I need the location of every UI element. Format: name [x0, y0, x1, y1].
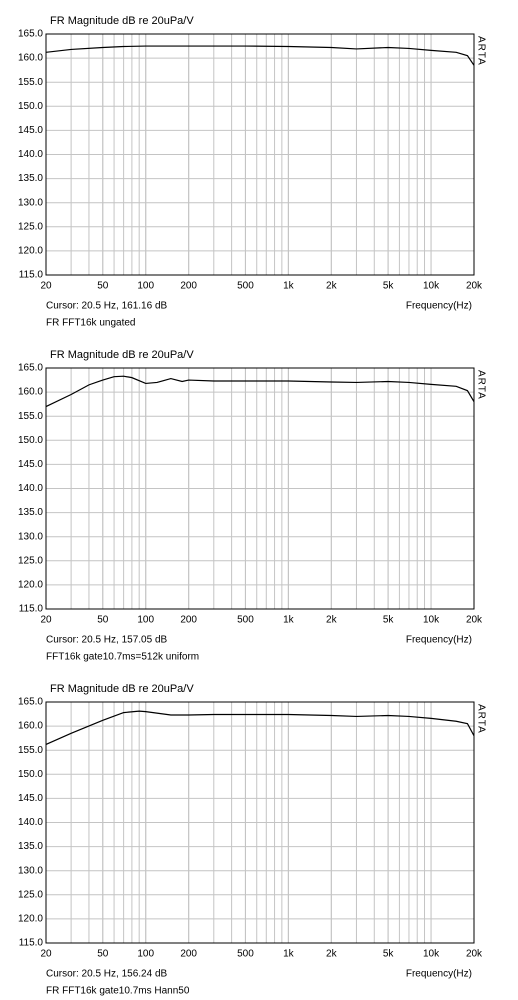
brand-label: ARTA: [475, 704, 486, 734]
chart-note: FR FFT16k ungated: [46, 318, 135, 329]
x-tick-label: 5k: [383, 615, 395, 626]
x-tick-label: 2k: [326, 615, 338, 626]
y-tick-label: 120.0: [18, 580, 43, 591]
y-tick-label: 145.0: [18, 125, 43, 136]
chart-title: FR Magnitude dB re 20uPa/V: [50, 15, 194, 27]
x-tick-label: 50: [97, 615, 109, 626]
y-tick-label: 155.0: [18, 745, 43, 756]
cursor-readout: Cursor: 20.5 Hz, 156.24 dB: [46, 969, 168, 980]
x-tick-label: 1k: [283, 281, 295, 292]
x-tick-label: 1k: [283, 949, 295, 960]
y-tick-label: 115.0: [19, 604, 44, 615]
y-tick-label: 135.0: [18, 507, 43, 518]
x-tick-label: 200: [180, 281, 197, 292]
brand-label: ARTA: [475, 36, 486, 66]
x-tick-label: 5k: [383, 949, 395, 960]
y-tick-label: 155.0: [18, 77, 43, 88]
x-tick-label: 2k: [326, 281, 338, 292]
x-tick-label: 20: [40, 949, 52, 960]
x-tick-label: 50: [97, 949, 109, 960]
y-tick-label: 150.0: [18, 769, 43, 780]
y-tick-label: 130.0: [18, 197, 43, 208]
y-tick-label: 140.0: [18, 817, 43, 828]
y-tick-label: 165.0: [18, 697, 43, 708]
y-tick-label: 150.0: [18, 101, 43, 112]
x-axis-label: Frequency(Hz): [406, 301, 472, 312]
y-tick-label: 165.0: [18, 363, 43, 374]
chart: 115.0 120.0 125.0 130.0 135.0 140.0 145.0 150.0…: [18, 15, 486, 329]
x-axis-label: Frequency(Hz): [406, 969, 472, 980]
x-tick-label: 10k: [423, 281, 440, 292]
x-tick-label: 1k: [283, 615, 295, 626]
y-tick-label: 145.0: [18, 793, 43, 804]
x-tick-label: 500: [237, 949, 254, 960]
plot-border: [45, 701, 475, 944]
plot-border: [45, 33, 475, 276]
y-tick-label: 120.0: [18, 914, 43, 925]
x-axis-label: Frequency(Hz): [406, 635, 472, 646]
y-tick-label: 125.0: [18, 555, 43, 566]
x-tick-label: 20: [40, 281, 52, 292]
chart-title: FR Magnitude dB re 20uPa/V: [50, 683, 194, 695]
y-tick-label: 125.0: [18, 221, 43, 232]
plot-border: [45, 367, 475, 610]
x-tick-label: 200: [180, 615, 197, 626]
x-tick-label: 2k: [326, 949, 338, 960]
x-tick-label: 20k: [466, 949, 483, 960]
x-tick-label: 500: [237, 281, 254, 292]
x-tick-label: 5k: [383, 281, 395, 292]
y-tick-label: 160.0: [18, 53, 43, 64]
x-tick-label: 50: [97, 281, 109, 292]
y-tick-label: 160.0: [18, 721, 43, 732]
x-tick-label: 20: [40, 615, 52, 626]
cursor-readout: Cursor: 20.5 Hz, 161.16 dB: [46, 301, 168, 312]
x-tick-label: 20k: [466, 281, 483, 292]
y-tick-label: 150.0: [18, 435, 43, 446]
x-tick-label: 10k: [423, 949, 440, 960]
y-tick-label: 115.0: [19, 270, 44, 281]
y-tick-label: 140.0: [18, 149, 43, 160]
y-tick-label: 145.0: [18, 459, 43, 470]
y-tick-label: 155.0: [18, 411, 43, 422]
x-tick-label: 100: [137, 949, 154, 960]
chart: 115.0 120.0 125.0 130.0 135.0 140.0 145.0 150.0…: [18, 683, 486, 997]
y-tick-label: 130.0: [18, 865, 43, 876]
y-tick-label: 120.0: [18, 246, 43, 257]
x-tick-label: 200: [180, 949, 197, 960]
x-tick-label: 500: [237, 615, 254, 626]
fr-line: [45, 45, 475, 66]
x-tick-label: 20k: [466, 615, 483, 626]
y-tick-label: 135.0: [18, 841, 43, 852]
y-tick-label: 115.0: [19, 938, 44, 949]
cursor-readout: Cursor: 20.5 Hz, 157.05 dB: [46, 635, 168, 646]
brand-label: ARTA: [475, 370, 486, 400]
chart: 115.0 120.0 125.0 130.0 135.0 140.0 145.0 150.0…: [18, 349, 486, 663]
fr-line: [45, 375, 475, 408]
y-tick-label: 165.0: [18, 29, 43, 40]
y-tick-label: 125.0: [18, 889, 43, 900]
chart-note: FFT16k gate10.7ms=512k uniform: [46, 652, 199, 663]
chart-title: FR Magnitude dB re 20uPa/V: [50, 349, 194, 361]
x-tick-label: 100: [137, 281, 154, 292]
y-tick-label: 140.0: [18, 483, 43, 494]
y-tick-label: 130.0: [18, 531, 43, 542]
y-tick-label: 160.0: [18, 387, 43, 398]
x-tick-label: 100: [137, 615, 154, 626]
x-tick-label: 10k: [423, 615, 440, 626]
fr-line: [45, 710, 475, 745]
chart-note: FR FFT16k gate10.7ms Hann50: [46, 986, 190, 997]
y-tick-label: 135.0: [18, 173, 43, 184]
